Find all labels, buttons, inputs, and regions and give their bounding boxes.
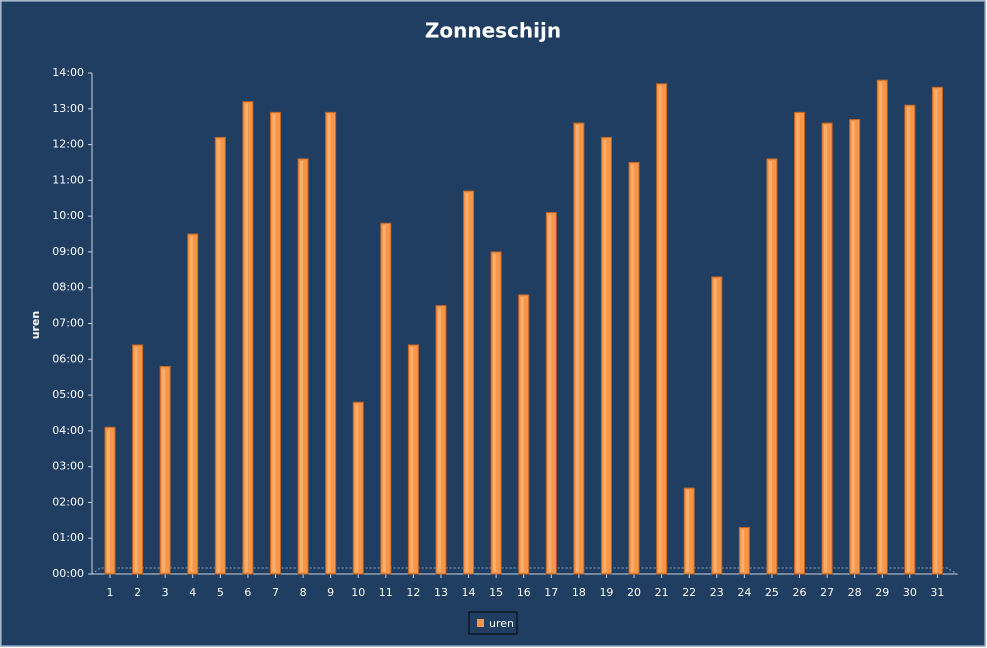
legend-box <box>468 611 518 635</box>
bar-highlight <box>603 139 607 572</box>
bar-highlight <box>410 346 414 572</box>
legend-swatch <box>477 619 484 627</box>
bar-highlight <box>575 125 579 572</box>
x-tick-label: 25 <box>765 586 779 599</box>
x-tick-label: 17 <box>544 586 558 599</box>
y-tick-label: 06:00 <box>52 352 84 365</box>
bar-highlight <box>355 404 359 572</box>
bar-highlight <box>851 121 855 573</box>
x-tick-label: 19 <box>599 586 613 599</box>
y-tick-label: 08:00 <box>52 281 84 294</box>
x-tick-label: 24 <box>737 586 751 599</box>
x-tick-label: 21 <box>655 586 669 599</box>
x-tick-label: 8 <box>300 586 307 599</box>
y-axis-title: uren <box>29 311 42 340</box>
x-tick-label: 27 <box>820 586 834 599</box>
y-tick-label: 00:00 <box>52 567 84 580</box>
x-tick-label: 22 <box>682 586 696 599</box>
x-tick-label: 20 <box>627 586 641 599</box>
bar-highlight <box>906 107 910 572</box>
bar-highlight <box>437 307 441 572</box>
x-tick-label: 4 <box>189 586 196 599</box>
x-tick-label: 12 <box>406 586 420 599</box>
y-tick-label: 11:00 <box>52 173 84 186</box>
bar-highlight <box>327 114 331 572</box>
bar-highlight <box>741 529 745 572</box>
y-tick-label: 04:00 <box>52 424 84 437</box>
chart-title: Zonneschijn <box>425 19 561 43</box>
y-tick-label: 10:00 <box>52 209 84 222</box>
x-tick-label: 3 <box>162 586 169 599</box>
bar-highlight <box>272 114 276 572</box>
bar-highlight <box>162 368 166 572</box>
bar-highlight <box>686 490 690 572</box>
bar-highlight <box>217 139 221 572</box>
x-tick-label: 10 <box>351 586 365 599</box>
bar-highlight <box>713 278 717 572</box>
x-tick-label: 2 <box>134 586 141 599</box>
x-tick-label: 28 <box>848 586 862 599</box>
x-tick-label: 5 <box>217 586 224 599</box>
x-tick-label: 16 <box>517 586 531 599</box>
y-tick-label: 13:00 <box>52 102 84 115</box>
x-tick-label: 30 <box>903 586 917 599</box>
y-tick-label: 12:00 <box>52 138 84 151</box>
x-tick-label: 31 <box>930 586 944 599</box>
bar-highlight <box>658 85 662 572</box>
x-tick-label: 23 <box>710 586 724 599</box>
bar-highlight <box>300 160 304 572</box>
bar-highlight <box>934 89 938 573</box>
bar-highlight <box>796 114 800 572</box>
bar-highlight <box>548 214 552 573</box>
y-tick-label: 07:00 <box>52 317 84 330</box>
y-tick-label: 14:00 <box>52 66 84 79</box>
bar-highlight <box>493 253 497 572</box>
x-tick-label: 11 <box>379 586 393 599</box>
y-tick-label: 03:00 <box>52 460 84 473</box>
bar-highlight <box>107 429 110 572</box>
bar-highlight <box>244 103 248 572</box>
y-tick-label: 05:00 <box>52 388 84 401</box>
legend-label: uren <box>489 617 514 630</box>
bar-highlight <box>382 225 386 573</box>
y-tick-label: 09:00 <box>52 245 84 258</box>
x-tick-label: 26 <box>793 586 807 599</box>
x-tick-label: 18 <box>572 586 586 599</box>
x-tick-label: 9 <box>327 586 334 599</box>
x-tick-label: 13 <box>434 586 448 599</box>
bar-highlight <box>631 164 635 572</box>
x-tick-label: 7 <box>272 586 279 599</box>
bar-highlight <box>824 125 828 572</box>
y-tick-label: 01:00 <box>52 531 84 544</box>
bar-highlight <box>465 193 469 573</box>
x-tick-label: 1 <box>107 586 114 599</box>
bar-highlight <box>768 160 772 572</box>
x-tick-label: 29 <box>875 586 889 599</box>
x-tick-label: 15 <box>489 586 503 599</box>
bar-highlight <box>134 346 138 572</box>
x-tick-label: 14 <box>462 586 476 599</box>
bar-highlight <box>879 82 883 573</box>
bar-highlight <box>189 236 193 573</box>
bar-highlight <box>520 296 524 572</box>
x-tick-label: 6 <box>244 586 251 599</box>
y-tick-label: 02:00 <box>52 495 84 508</box>
